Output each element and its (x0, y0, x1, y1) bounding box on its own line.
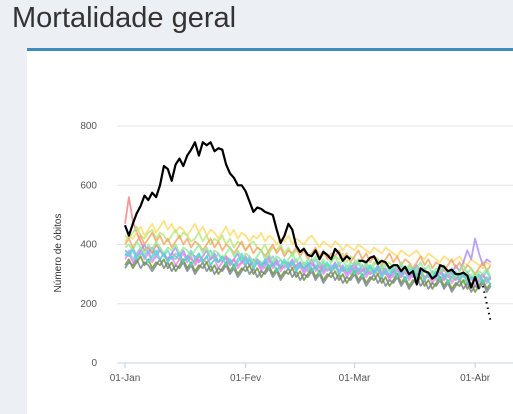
x-tick-label: 01-Abr (460, 373, 491, 384)
background-series-line-9 (124, 255, 492, 293)
x-tick-label: 01-Fev (230, 373, 261, 384)
x-tick-label: 01-Mar (339, 373, 371, 384)
highlight-series-solid-segment-2 (358, 255, 481, 290)
background-series-line-8 (124, 240, 492, 279)
highlight-series-dotted-segment-3 (481, 285, 492, 322)
page-title: Mortalidade geral (12, 2, 237, 34)
x-tick-label: 01-Jan (110, 373, 141, 384)
y-tick-label: 800 (80, 121, 97, 132)
y-tick-label: 600 (80, 180, 97, 191)
y-tick-label: 0 (91, 358, 97, 369)
mortality-line-chart: 0 200 400 600 800 01-Jan 01-Fev 01-Mar 01-Abr N… (53, 121, 513, 384)
highlight-series-solid-segment-1 (123, 141, 352, 262)
highlight-series-group (123, 141, 492, 322)
y-tick-label: 400 (80, 240, 97, 251)
y-axis-tick-labels: 0 200 400 600 800 (80, 121, 97, 369)
x-axis-tick-labels: 01-Jan 01-Fev 01-Mar 01-Abr (110, 363, 491, 384)
background-series-line-10 (124, 258, 492, 293)
y-tick-label: 200 (80, 299, 97, 310)
chart-panel: 0 200 400 600 800 01-Jan 01-Fev 01-Mar 01-Abr N… (27, 48, 513, 414)
y-axis-title: Número de óbitos (53, 214, 64, 293)
